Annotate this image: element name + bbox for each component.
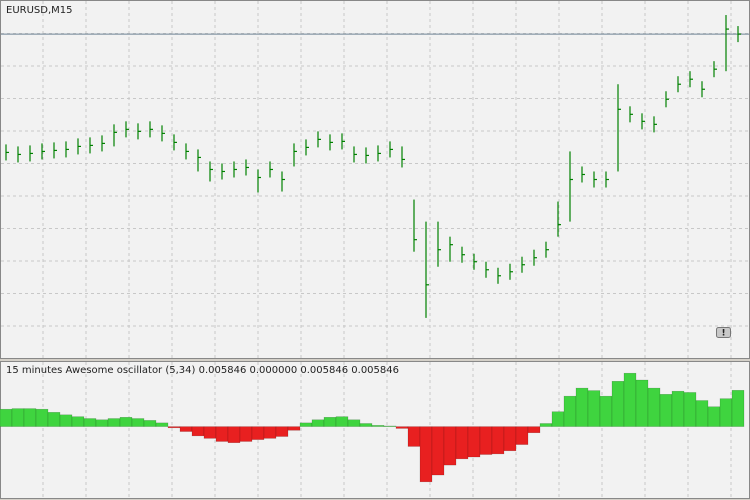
oscillator-bar	[251, 426, 265, 440]
oscillator-bar	[107, 418, 121, 427]
oscillator-bar	[11, 408, 25, 427]
alert-button[interactable]: !	[716, 327, 731, 339]
oscillator-bar	[503, 426, 517, 452]
oscillator-bar	[23, 408, 37, 427]
alert-button-text[interactable]: !	[721, 329, 725, 339]
oscillator-bar	[479, 426, 493, 455]
oscillator-bar	[71, 416, 85, 427]
oscillator-bar	[131, 418, 145, 427]
oscillator-bar	[527, 426, 541, 434]
oscillator-bar	[695, 400, 709, 427]
oscillator-bar	[287, 426, 301, 431]
oscillator-bar	[599, 395, 613, 427]
oscillator-bar	[731, 390, 745, 427]
price-panel	[0, 0, 750, 359]
oscillator-bar	[299, 422, 313, 427]
oscillator-bar	[623, 372, 637, 427]
symbol-label: EURUSD,M15	[6, 5, 72, 16]
oscillator-bar	[467, 426, 481, 458]
oscillator-bar	[95, 419, 109, 427]
oscillator-bar	[347, 419, 361, 427]
oscillator-bar	[635, 379, 649, 427]
oscillator-bar	[587, 390, 601, 427]
oscillator-bar	[419, 426, 433, 483]
oscillator-bar	[0, 408, 13, 427]
oscillator-bar	[35, 408, 49, 427]
oscillator-bar	[407, 426, 421, 447]
oscillator-bar	[575, 387, 589, 427]
oscillator-bar	[275, 426, 289, 437]
oscillator-bar	[563, 395, 577, 427]
oscillator-bar	[683, 392, 697, 427]
alert-button-box[interactable]	[716, 327, 731, 338]
oscillator-bar	[719, 398, 733, 427]
oscillator-bar	[215, 426, 229, 442]
oscillator-bar	[371, 425, 385, 427]
oscillator-bar	[179, 426, 193, 432]
oscillator-bar	[311, 419, 325, 427]
oscillator-bar	[455, 426, 469, 460]
oscillator-bar	[539, 423, 553, 427]
oscillator-bar	[491, 426, 505, 455]
oscillator-bar	[143, 420, 157, 427]
oscillator-bar	[647, 387, 661, 427]
oscillator-bar	[191, 426, 205, 437]
oscillator-bar	[167, 426, 181, 429]
oscillator-bar	[671, 390, 685, 427]
oscillator-bar	[323, 417, 337, 427]
oscillator-bar	[551, 411, 565, 427]
oscillator-bar	[443, 426, 457, 466]
oscillator-bar	[227, 426, 241, 443]
oscillator-bar	[47, 412, 61, 427]
oscillator-bar	[203, 426, 217, 439]
oscillator-bar	[263, 426, 277, 439]
indicator-label: 15 minutes Awesome oscillator (5,34) 0.0…	[6, 365, 399, 376]
oscillator-bar	[359, 423, 373, 427]
oscillator-bar	[59, 414, 73, 427]
oscillator-bar	[335, 416, 349, 427]
oscillator-bar	[83, 418, 97, 427]
oscillator-bar	[395, 426, 409, 429]
oscillator-bar	[383, 425, 397, 427]
oscillator-bar	[659, 394, 673, 427]
oscillator-bar	[155, 422, 169, 427]
oscillator-bar	[611, 381, 625, 427]
oscillator-bar	[239, 426, 253, 442]
oscillator-bar	[707, 406, 721, 427]
oscillator-bar	[515, 426, 529, 445]
oscillator-bar	[119, 417, 133, 427]
oscillator-bar	[431, 426, 445, 476]
